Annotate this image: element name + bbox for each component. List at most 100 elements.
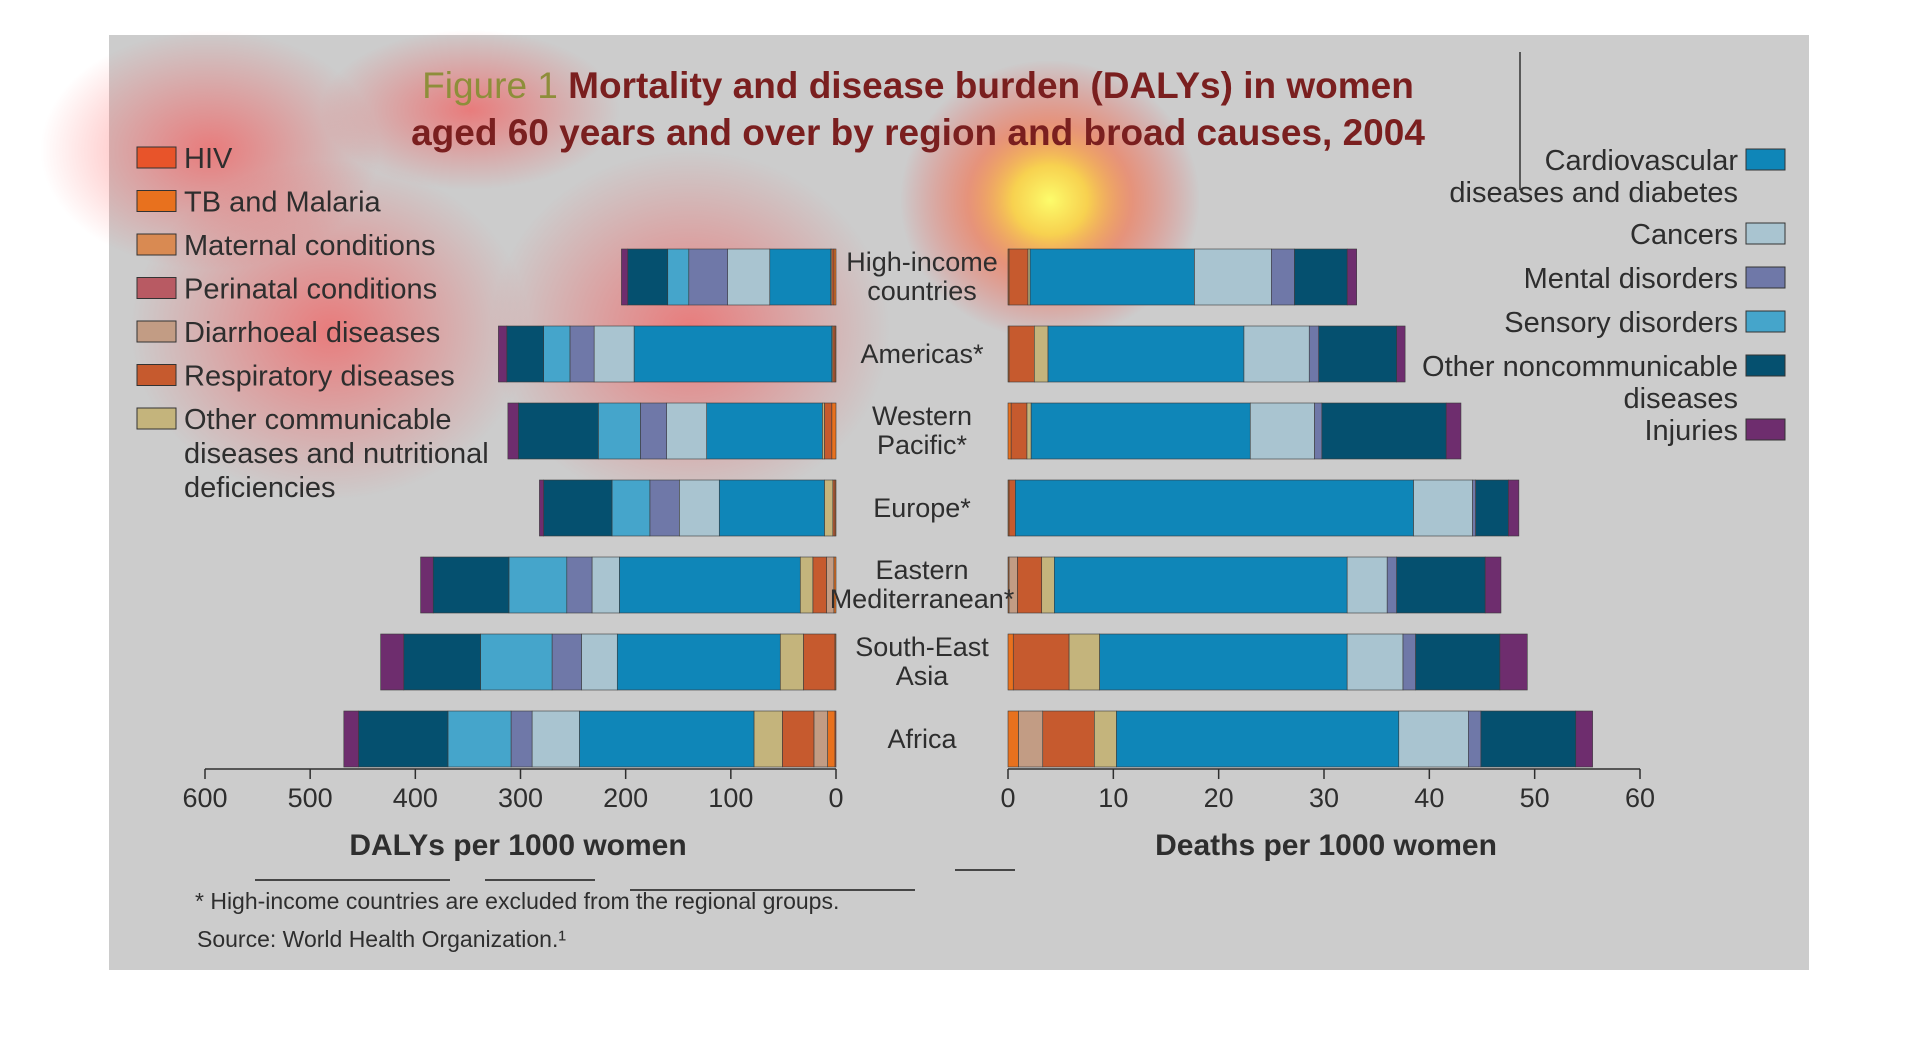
heat-blob — [130, 160, 530, 500]
deaths-bar-segment — [1396, 325, 1406, 383]
title-prefix: Figure 1 — [422, 65, 558, 106]
dalys-bar-segment — [649, 479, 680, 537]
dalys-bar-segment — [591, 556, 620, 614]
dalys-bar-segment — [832, 479, 836, 537]
deaths-tick-label: 0 — [1000, 783, 1015, 813]
dalys-bar-segment — [799, 556, 814, 614]
region-label: South-East Asia — [855, 632, 989, 691]
deaths-bar-segment — [1346, 556, 1388, 614]
dalys-bar-segment — [621, 248, 629, 306]
footnote: * High-income countries are excluded fro… — [195, 888, 839, 914]
deaths-bar-segment — [1271, 248, 1295, 306]
dalys-bar-segment — [508, 556, 568, 614]
deaths-bar-segment — [1018, 710, 1044, 768]
legend-swatch — [136, 320, 177, 343]
dalys-bar-segment — [779, 633, 804, 691]
legend-label: Injuries — [1645, 415, 1739, 447]
dalys-bar-segment — [831, 402, 837, 460]
dalys-bar-segment — [432, 556, 510, 614]
dalys-bar-segment — [619, 556, 801, 614]
deaths-bar-segment — [1054, 556, 1348, 614]
deaths-bar-segment — [1012, 633, 1070, 691]
deaths-tick-label: 50 — [1520, 783, 1550, 813]
scan-artifacts — [255, 869, 1015, 891]
dalys-tick-label: 200 — [603, 783, 648, 813]
dalys-bar-segment — [822, 402, 825, 460]
dalys-bar-segment — [769, 248, 832, 306]
deaths-tick-label: 20 — [1204, 783, 1234, 813]
dalys-bar-segment — [812, 556, 827, 614]
deaths-bar-segment — [1007, 633, 1014, 691]
legend-label: Cancers — [1630, 219, 1738, 251]
deaths-bar-segment — [1346, 633, 1404, 691]
dalys-bar-segment — [640, 402, 667, 460]
source-note: Source: World Health Organization.¹ — [197, 926, 566, 952]
deaths-bar-segment — [1017, 556, 1043, 614]
deaths-bar-segment — [1047, 325, 1245, 383]
dalys-axis: 600 500 400 300 200 100 0 — [182, 768, 844, 813]
dalys-bar-segment — [782, 710, 815, 768]
deaths-bar-segment — [1413, 479, 1473, 537]
dalys-bar-segment — [507, 402, 519, 460]
deaths-axis-title: Deaths per 1000 women — [1155, 829, 1497, 862]
dalys-bar-segment — [579, 710, 755, 768]
deaths-bar-segment — [1041, 556, 1055, 614]
legend-label: Perinatal conditions — [184, 274, 437, 306]
dalys-bar-segment — [616, 633, 781, 691]
legend-left: HIV TB and Malaria Maternal conditions Peri… — [136, 143, 489, 504]
dalys-bar-segment — [581, 633, 618, 691]
region-labels: High-income countries Americas* Western Paci… — [830, 247, 1015, 754]
dalys-bar-segment — [718, 479, 825, 537]
legend-swatch — [136, 190, 177, 212]
deaths-bar-segment — [1015, 479, 1414, 537]
region-label: Americas* — [860, 339, 984, 369]
deaths-bar-segment — [1194, 248, 1272, 306]
dalys-bar-segment — [813, 710, 828, 768]
legend-swatch — [136, 407, 177, 430]
svg-text:Figure 1 Mortality and disease: Figure 1 Mortality and disease burden (D… — [422, 65, 1414, 106]
dalys-tick-label: 300 — [498, 783, 543, 813]
deaths-bar-segment — [1575, 710, 1593, 768]
dalys-tick-label: 0 — [828, 783, 843, 813]
deaths-bars — [1007, 248, 1593, 768]
deaths-bar-segment — [1030, 402, 1251, 460]
deaths-bar-segment — [1499, 633, 1528, 691]
deaths-bar-segment — [1445, 402, 1462, 460]
dalys-bar-segment — [831, 248, 835, 306]
deaths-bar-segment — [1068, 633, 1100, 691]
deaths-bar-segment — [1396, 556, 1486, 614]
deaths-bar-segment — [1346, 248, 1357, 306]
deaths-tick-label: 40 — [1414, 783, 1444, 813]
dalys-bar-segment — [510, 710, 533, 768]
deaths-bar-segment — [1318, 325, 1397, 383]
deaths-bar-segment — [1008, 248, 1029, 306]
deaths-bar-segment — [1402, 633, 1416, 691]
title-line-2: aged 60 years and over by region and bro… — [411, 112, 1425, 153]
legend-swatch — [1745, 354, 1786, 377]
dalys-bar-segment — [611, 479, 651, 537]
dalys-bar-segment — [343, 710, 359, 768]
dalys-bar-segment — [678, 479, 720, 537]
deaths-bar-segment — [1415, 633, 1501, 691]
deaths-tick-label: 60 — [1625, 783, 1655, 813]
dalys-bar-segment — [566, 556, 593, 614]
dalys-bar-segment — [403, 633, 481, 691]
dalys-tick-label: 100 — [708, 783, 753, 813]
dalys-bar-segment — [506, 325, 544, 383]
deaths-bar-segment — [1243, 325, 1310, 383]
legend-swatch — [136, 364, 177, 386]
dalys-bar-segment — [706, 402, 823, 460]
deaths-bar-segment — [1480, 710, 1577, 768]
dalys-bar-segment — [498, 325, 508, 383]
dalys-bar-segment — [833, 248, 837, 306]
legend-label: Maternal conditions — [184, 230, 435, 262]
deaths-tick-label: 30 — [1309, 783, 1339, 813]
dalys-tick-label: 600 — [182, 783, 227, 813]
deaths-bar-segment — [1321, 402, 1447, 460]
dalys-tick-label: 500 — [288, 783, 333, 813]
dalys-axis-title: DALYs per 1000 women — [349, 829, 686, 862]
deaths-bar-segment — [1386, 556, 1397, 614]
deaths-bar-segment — [1294, 248, 1348, 306]
deaths-bar-segment — [1308, 325, 1320, 383]
deaths-bar-segment — [1007, 710, 1019, 768]
